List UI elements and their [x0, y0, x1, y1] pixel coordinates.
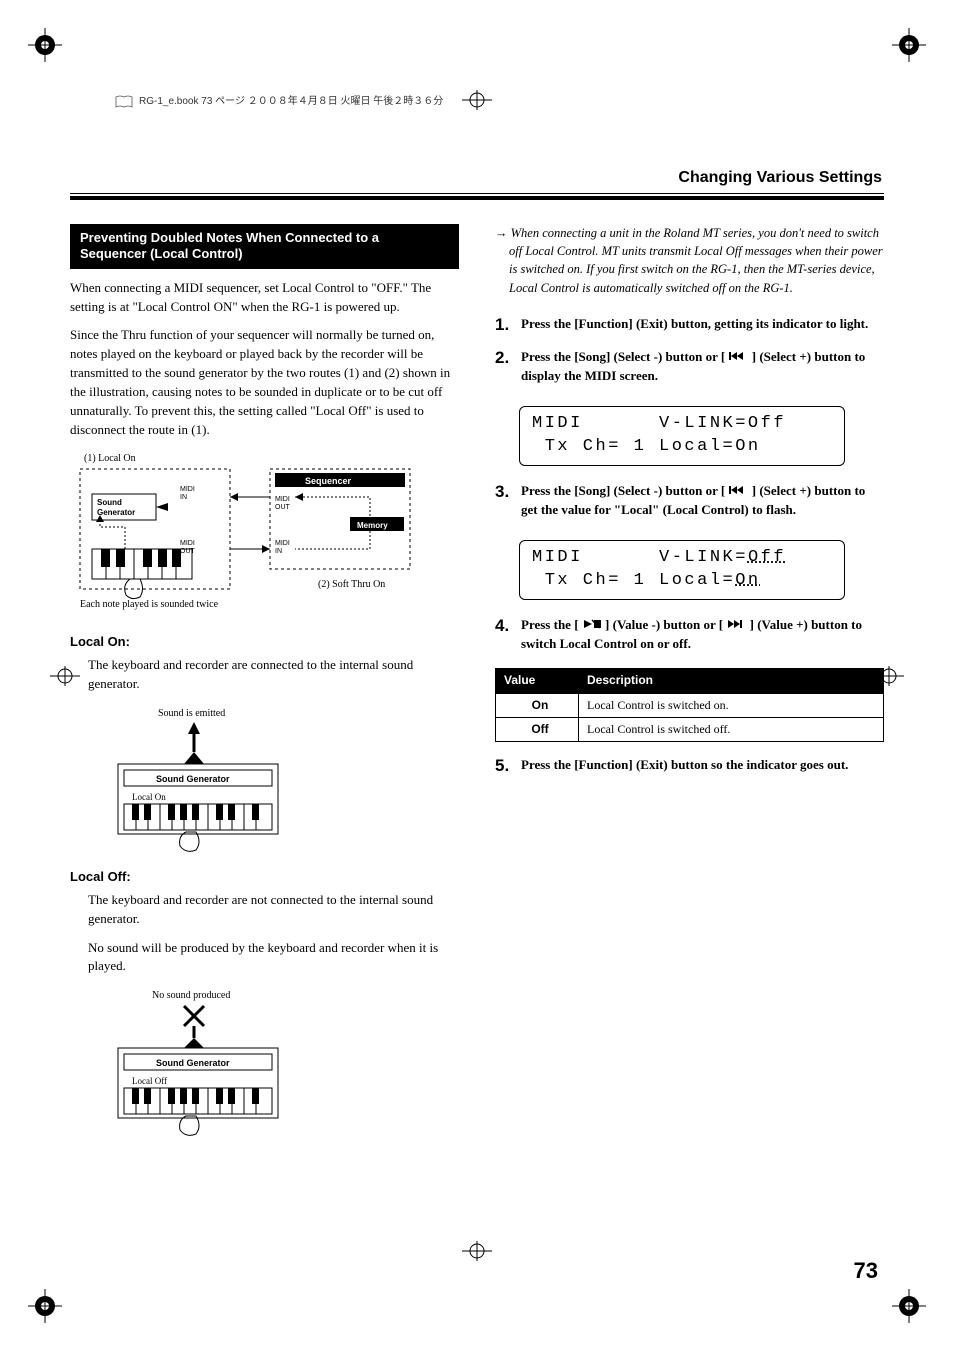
- registration-mark-tr: [892, 28, 926, 62]
- lcd2-l1-flash: Off: [748, 548, 786, 567]
- local-off-block: The keyboard and recorder are not connec…: [70, 891, 459, 1136]
- figure-local-on-simple: Sound is emitted Sound Generator Local O…: [88, 704, 459, 854]
- local-off-heading: Local Off:: [70, 868, 459, 887]
- left-column: Preventing Doubled Notes When Connected …: [70, 224, 459, 1146]
- step-2: Press the [Song] (Select -) button or [ …: [495, 348, 884, 386]
- registration-mark-ml: [50, 666, 80, 686]
- fig3-mode-label: Local Off: [132, 1076, 167, 1086]
- print-header-meta: RG-1_e.book 73 ページ ２００８年４月８日 火曜日 午後２時３６分: [115, 95, 443, 110]
- fig2-mode-label: Local On: [132, 792, 166, 802]
- page-root: RG-1_e.book 73 ページ ２００８年４月８日 火曜日 午後２時３６分…: [0, 0, 954, 1351]
- local-on-heading: Local On:: [70, 633, 459, 652]
- header-rule-thick: [70, 196, 884, 200]
- value-table: Value Description On Local Control is sw…: [495, 668, 884, 742]
- procedure-steps: Press the [Function] (Exit) button, gett…: [495, 315, 884, 775]
- lcd-screen-2: MIDI V-LINK=Off Tx Ch= 1 Local=On: [519, 540, 845, 600]
- figure-local-off-simple: No sound produced Sound Generator Local …: [88, 986, 459, 1136]
- intro-para-1: When connecting a MIDI sequencer, set Lo…: [70, 279, 459, 317]
- step-3-text-a: Press the [Song] (Select -) button or [: [521, 483, 729, 498]
- rewind-icon: [729, 348, 749, 367]
- step-2-text-a: Press the [Song] (Select -) button or [: [521, 349, 729, 364]
- mt-series-note: When connecting a unit in the Roland MT …: [495, 224, 884, 297]
- lcd2-l2-pre: Tx Ch= 1 Local=: [532, 571, 735, 590]
- svg-text:MIDI: MIDI: [275, 540, 290, 547]
- row-off-val: Local Control is switched off.: [579, 717, 884, 741]
- page-number: 73: [854, 1255, 878, 1287]
- local-off-text-2: No sound will be produced by the keyboar…: [88, 939, 459, 977]
- play-stop-icon: [582, 616, 602, 635]
- lcd1-line1: MIDI V-LINK=Off: [532, 414, 786, 433]
- row-on-val: Local Control is switched on.: [579, 693, 884, 717]
- step-4: Press the [ ] (Value -) button or [ ] (V…: [495, 616, 884, 654]
- fig2-sg-label: Sound Generator: [156, 774, 230, 784]
- rewind-icon: [729, 482, 749, 501]
- intro-para-2: Since the Thru function of your sequence…: [70, 326, 459, 439]
- registration-mark-tl: [28, 28, 62, 62]
- svg-text:OUT: OUT: [275, 504, 291, 511]
- fig1-midi-out-1: MIDI: [180, 540, 195, 547]
- fig3-caption: No sound produced: [152, 990, 230, 1001]
- book-icon: [115, 95, 133, 109]
- fig1-midi-in-1: MIDI: [180, 486, 195, 493]
- fig1-sg-label-b: Generator: [97, 508, 135, 517]
- local-on-text: The keyboard and recorder are connected …: [88, 656, 459, 694]
- registration-mark-mb: [462, 1241, 492, 1261]
- step-1: Press the [Function] (Exit) button, gett…: [495, 315, 884, 334]
- right-column: When connecting a unit in the Roland MT …: [495, 224, 884, 1146]
- step-3: Press the [Song] (Select -) button or [ …: [495, 482, 884, 520]
- registration-mark-br: [892, 1289, 926, 1323]
- table-row: On Local Control is switched on.: [496, 693, 884, 717]
- figure-local-on-diagram: (1) Local On Sound Generator: [70, 449, 459, 619]
- fig1-label-local-on: (1) Local On: [84, 453, 136, 464]
- table-row: Off Local Control is switched off.: [496, 717, 884, 741]
- step-5-text: Press the [Function] (Exit) button so th…: [521, 757, 848, 772]
- header-rule-thin: [70, 193, 884, 194]
- lcd2-l1-pre: MIDI V-LINK=: [532, 548, 748, 567]
- step-5: Press the [Function] (Exit) button so th…: [495, 756, 884, 775]
- lcd1-line2: Tx Ch= 1 Local=On: [532, 437, 761, 456]
- fig1-caption: Each note played is sounded twice: [80, 599, 219, 610]
- local-on-block: The keyboard and recorder are connected …: [70, 656, 459, 854]
- two-column-layout: Preventing Doubled Notes When Connected …: [70, 224, 884, 1146]
- fig3-sg-label: Sound Generator: [156, 1058, 230, 1068]
- local-off-text-1: The keyboard and recorder are not connec…: [88, 891, 459, 929]
- step-1-text: Press the [Function] (Exit) button, gett…: [521, 316, 868, 331]
- svg-text:IN: IN: [275, 548, 282, 555]
- fig1-soft-thru: (2) Soft Thru On: [318, 579, 385, 590]
- th-value: Value: [496, 669, 579, 693]
- fig1-sequencer-label: Sequencer: [305, 476, 352, 486]
- lcd-screen-1: MIDI V-LINK=Off Tx Ch= 1 Local=On: [519, 406, 845, 466]
- svg-text:OUT: OUT: [180, 548, 196, 555]
- th-desc: Description: [579, 669, 884, 693]
- fig1-memory-label: Memory: [357, 521, 388, 530]
- running-head: Changing Various Settings: [70, 166, 884, 189]
- fig2-caption: Sound is emitted: [158, 708, 225, 719]
- step-4-text-b: ] (Value -) button or [: [602, 617, 727, 632]
- print-header-text: RG-1_e.book 73 ページ ２００８年４月８日 火曜日 午後２時３６分: [139, 95, 443, 110]
- lcd2-l2-flash: On: [735, 571, 760, 590]
- svg-text:IN: IN: [180, 494, 187, 501]
- step-4-text-a: Press the [: [521, 617, 582, 632]
- fig1-sg-label-a: Sound: [97, 498, 122, 507]
- fast-forward-icon: [726, 616, 746, 635]
- row-off-key: Off: [496, 717, 579, 741]
- registration-mark-mt: [462, 90, 492, 110]
- registration-mark-mr: [874, 666, 904, 686]
- row-on-key: On: [496, 693, 579, 717]
- registration-mark-bl: [28, 1289, 62, 1323]
- section-heading: Preventing Doubled Notes When Connected …: [70, 224, 459, 269]
- svg-text:MIDI: MIDI: [275, 496, 290, 503]
